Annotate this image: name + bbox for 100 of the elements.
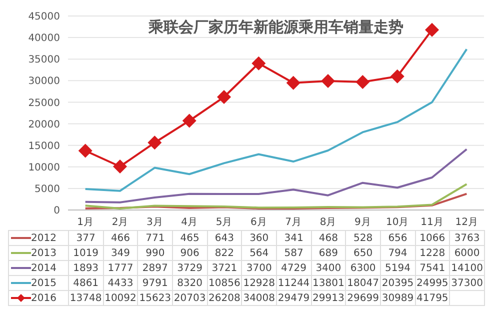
data-label: 3721: [207, 260, 242, 276]
data-label: 643: [207, 230, 242, 246]
data-label: 1893: [68, 260, 104, 276]
data-label: 37300: [450, 276, 484, 290]
data-label: 15623: [138, 290, 172, 306]
data-label: 14100: [450, 260, 484, 276]
data-label: 528: [346, 230, 380, 246]
line-series: [84, 183, 468, 210]
data-label: 771: [138, 230, 172, 246]
legend-label: 2015: [8, 276, 68, 290]
data-label: 41795: [415, 290, 450, 306]
data-label: 8320: [172, 276, 208, 290]
data-label: 20395: [380, 276, 416, 290]
data-label: 3400: [311, 260, 346, 276]
line-series: [84, 192, 468, 210]
data-label: 794: [380, 246, 416, 260]
point: [390, 69, 404, 84]
data-label: 30989: [380, 290, 416, 306]
x-tick-label: 7月: [285, 217, 302, 228]
data-label: 4861: [68, 276, 104, 290]
data-label: 656: [380, 230, 416, 246]
x-tick-label: 2月: [112, 217, 128, 228]
x-tick-label: 10月: [386, 217, 409, 228]
data-label: 11244: [276, 276, 312, 290]
data-table: 2012 377 466 771 465 643 360 341 468 528 656 1066 3763 2013 1019 349 990 906 822 564 587 689 650 794 1228 6000 2014 1893 1777 2897 3729 3721 3700 4729 3400 6300 5194 7541 14100 2015 4861 4433 9791 8320 10856 12928 11244 13801 18047 20395 24995 37300 2016 13748 10092 15623 20703 26208 34008 29479 29913 29699 30989 41795: [8, 230, 485, 306]
point: [425, 22, 439, 37]
data-label: 24995: [415, 276, 450, 290]
y-tick-label: 45000: [28, 12, 60, 23]
x-tick-label: 3月: [146, 217, 163, 228]
data-label: 465: [172, 230, 208, 246]
data-label: 1066: [415, 230, 450, 246]
point: [217, 90, 231, 104]
data-label: 349: [103, 246, 138, 260]
data-label: 5194: [380, 260, 416, 276]
data-label: 20703: [172, 290, 208, 306]
point: [182, 114, 196, 128]
x-tick-label: 1月: [77, 217, 94, 228]
data-label: 990: [138, 246, 172, 260]
data-label: 10092: [103, 290, 138, 306]
data-label: 822: [207, 246, 242, 260]
data-label: 360: [242, 230, 276, 246]
data-label: 906: [172, 246, 208, 260]
legend-label: 2014: [8, 260, 68, 276]
data-label: 13801: [311, 276, 346, 290]
y-tick-label: 40000: [28, 33, 60, 44]
y-tick-label: 20000: [28, 119, 60, 130]
point: [252, 56, 266, 70]
data-label: 3729: [172, 260, 208, 276]
y-tick-label: 25000: [28, 98, 60, 109]
data-label: 1228: [415, 246, 450, 260]
data-label: 650: [346, 246, 380, 260]
x-tick-label: 5月: [216, 217, 232, 228]
point: [78, 144, 92, 158]
y-tick-label: 10000: [28, 162, 60, 174]
data-label: 466: [103, 230, 138, 246]
point: [113, 159, 127, 174]
data-label: 13748: [68, 290, 104, 306]
y-tick-label: 35000: [28, 54, 60, 66]
data-label: 7541: [415, 260, 450, 276]
data-label: 689: [311, 246, 346, 260]
data-label: 10856: [207, 276, 242, 290]
point: [356, 74, 370, 89]
data-label: 3763: [450, 230, 484, 246]
data-label: 3700: [242, 260, 276, 276]
y-tick-label: 15000: [28, 140, 60, 152]
data-label: 6300: [346, 260, 380, 276]
line-series: [84, 48, 468, 192]
legend-label: 2012: [8, 230, 68, 246]
data-label: 587: [276, 246, 312, 260]
data-label: 12928: [242, 276, 276, 290]
data-label: 29479: [276, 290, 312, 306]
data-label: 2897: [138, 260, 172, 276]
point: [321, 74, 335, 88]
data-label: 26208: [207, 290, 242, 306]
line-series: [84, 148, 468, 204]
x-tick-label: 8月: [320, 217, 336, 228]
y-tick-label: 5000: [34, 184, 60, 195]
x-tick-label: 4月: [181, 217, 198, 228]
data-label: 564: [242, 246, 276, 260]
data-label: 9791: [138, 276, 172, 290]
data-label: 29913: [311, 290, 346, 306]
data-label: 377: [68, 230, 104, 246]
data-label: 6000: [450, 246, 484, 260]
x-tick-label: 11月: [420, 217, 444, 228]
data-label: 34008: [242, 290, 276, 306]
x-tick-label: 9月: [354, 217, 371, 228]
point: [148, 136, 162, 150]
legend-label: 2016: [8, 290, 68, 306]
legend-label: 2013: [8, 246, 68, 260]
data-label: 1019: [68, 246, 104, 260]
data-label: 1777: [103, 260, 138, 276]
data-label: 29699: [346, 290, 380, 306]
x-tick-label: 6月: [250, 217, 267, 228]
chart-title: 乘联会厂家历年新能源乘用车销量走势: [147, 18, 404, 37]
data-label: 341: [276, 230, 312, 246]
y-tick-label: 30000: [28, 76, 60, 88]
y-tick-label: 0: [54, 206, 60, 217]
data-label: 4729: [276, 260, 312, 276]
data-label: 4433: [103, 276, 138, 290]
x-tick-label: 12月: [455, 217, 478, 228]
